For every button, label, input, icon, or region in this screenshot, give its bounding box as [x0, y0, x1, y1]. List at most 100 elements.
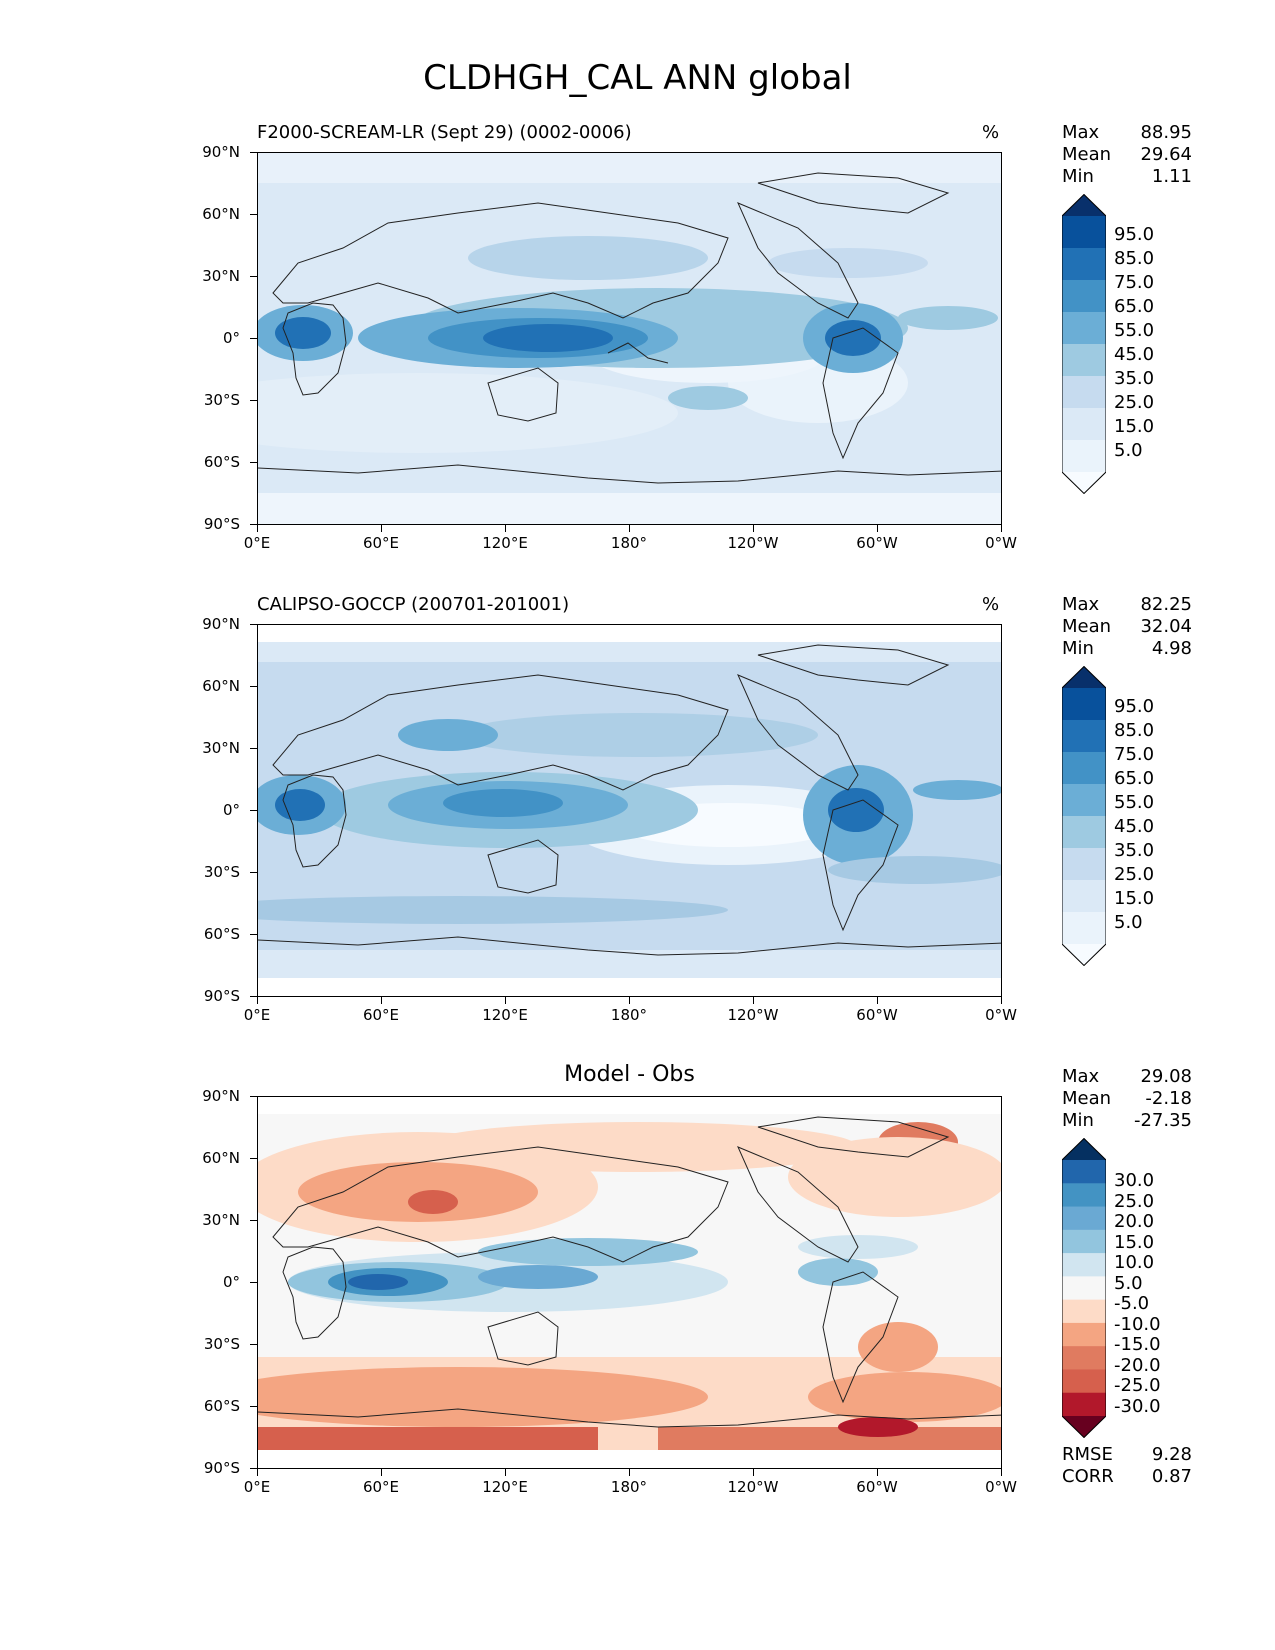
colorbar-label: 5.0 [1114, 440, 1143, 461]
stat-label: Min [1062, 166, 1094, 187]
lat-label: 60°S [203, 1397, 240, 1415]
colorbar-segment [1062, 752, 1106, 785]
colorbar-segment [1062, 440, 1106, 473]
colorbar-extend-max [1062, 194, 1106, 216]
lat-tick [250, 872, 257, 873]
rmse-label: RMSE [1062, 1444, 1113, 1465]
lat-label: 0° [222, 801, 240, 819]
stat-label: Mean [1062, 616, 1112, 637]
map-svg [258, 625, 1001, 996]
lon-tick [505, 997, 506, 1004]
colorbar-outline [1062, 666, 1106, 966]
colorbar-label: 55.0 [1114, 792, 1155, 813]
lat-tick [250, 1220, 257, 1221]
lon-tick [629, 525, 630, 532]
lat-label: 30°S [203, 1335, 240, 1353]
colorbar-extend-min [1062, 944, 1106, 966]
stat-label: Max [1062, 1066, 1100, 1087]
panel-title: CALIPSO-GOCCP (200701-201001) [257, 594, 570, 615]
stat-value: 29.64 [1140, 144, 1192, 165]
stat-value: 29.08 [1140, 1066, 1192, 1087]
stat-label: Max [1062, 594, 1100, 615]
lat-label: 90°N [202, 143, 240, 161]
lat-tick [250, 748, 257, 749]
lat-label: 60°N [202, 205, 240, 223]
lon-label: 120°E [482, 534, 528, 552]
colorbar-segment [1062, 720, 1106, 753]
colorbar-label: 25.0 [1114, 1191, 1155, 1212]
colorbar-segment [1062, 1299, 1106, 1324]
panel-units: % [982, 594, 1000, 615]
lon-tick [877, 525, 878, 532]
colorbar-segment [1062, 248, 1106, 281]
lat-label: 90°N [202, 1087, 240, 1105]
panel-observations: CALIPSO-GOCCP (200701-201001) % [0, 594, 1275, 1034]
colorbar-segment [1062, 216, 1106, 249]
lon-tick [257, 1469, 258, 1476]
lon-tick [505, 525, 506, 532]
lon-label: 0°E [243, 1006, 271, 1024]
colorbar-label: 30.0 [1114, 1170, 1155, 1191]
lat-label: 90°N [202, 615, 240, 633]
lon-label: 120°W [727, 534, 779, 552]
lon-tick [257, 997, 258, 1004]
colorbar-label: 15.0 [1114, 416, 1155, 437]
lon-tick [753, 525, 754, 532]
lon-tick [877, 997, 878, 1004]
lat-tick [250, 1344, 257, 1345]
colorbar-segment [1062, 1322, 1106, 1347]
stat-value: -2.18 [1145, 1088, 1192, 1109]
colorbar-label: -10.0 [1114, 1314, 1161, 1335]
colorbar-label: 20.0 [1114, 1211, 1155, 1232]
colorbar-segment [1062, 784, 1106, 817]
lat-tick [250, 1468, 257, 1469]
colorbar-segment [1062, 344, 1106, 377]
lon-label: 0°W [985, 1478, 1017, 1496]
colorbar-segment [1062, 1346, 1106, 1370]
lon-label: 60°E [362, 1006, 400, 1024]
colorbar-label: 75.0 [1114, 744, 1155, 765]
stat-label: Mean [1062, 144, 1112, 165]
colorbar-label: 25.0 [1114, 392, 1155, 413]
colorbar-extend-min [1062, 1416, 1106, 1438]
lon-label: 180° [610, 1006, 648, 1024]
stats-box: Max 82.25 Mean 32.04 Min 4.98 [1062, 594, 1192, 660]
lat-label: 30°N [202, 1211, 240, 1229]
lon-tick [381, 525, 382, 532]
colorbar-label: 85.0 [1114, 248, 1155, 269]
colorbar-label: 45.0 [1114, 344, 1155, 365]
lat-tick [250, 996, 257, 997]
colorbar-segment [1062, 1183, 1106, 1208]
map-plot [257, 1096, 1002, 1469]
colorbar-label: 65.0 [1114, 296, 1155, 317]
lon-label: 60°W [856, 1006, 898, 1024]
colorbar [1062, 666, 1106, 966]
lat-label: 90°S [203, 987, 240, 1005]
lat-label: 30°N [202, 267, 240, 285]
lon-tick [1001, 997, 1002, 1004]
lon-label: 120°E [482, 1478, 528, 1496]
lat-tick [250, 686, 257, 687]
colorbar-label: 75.0 [1114, 272, 1155, 293]
lon-label: 180° [610, 1478, 648, 1496]
colorbar-segment [1062, 1392, 1106, 1417]
colorbar-label: -20.0 [1114, 1355, 1161, 1376]
colorbar-label: 35.0 [1114, 840, 1155, 861]
lon-tick [1001, 1469, 1002, 1476]
lat-tick [250, 214, 257, 215]
colorbar-segment [1062, 1229, 1106, 1254]
lon-tick [505, 1469, 506, 1476]
map-plot [257, 624, 1002, 997]
colorbar-segment [1062, 408, 1106, 441]
colorbar-segment [1062, 1160, 1106, 1184]
colorbar-label: -25.0 [1114, 1375, 1161, 1396]
panel-units: % [982, 122, 1000, 143]
lat-tick [250, 1158, 257, 1159]
colorbar-label: 45.0 [1114, 816, 1155, 837]
page-title: CLDHGH_CAL ANN global [423, 58, 852, 98]
colorbar-segment [1062, 880, 1106, 913]
panel-title: Model - Obs [564, 1062, 695, 1087]
colorbar-segment [1062, 312, 1106, 345]
colorbar-label: -5.0 [1114, 1293, 1150, 1314]
colorbar-label: 15.0 [1114, 1232, 1155, 1253]
